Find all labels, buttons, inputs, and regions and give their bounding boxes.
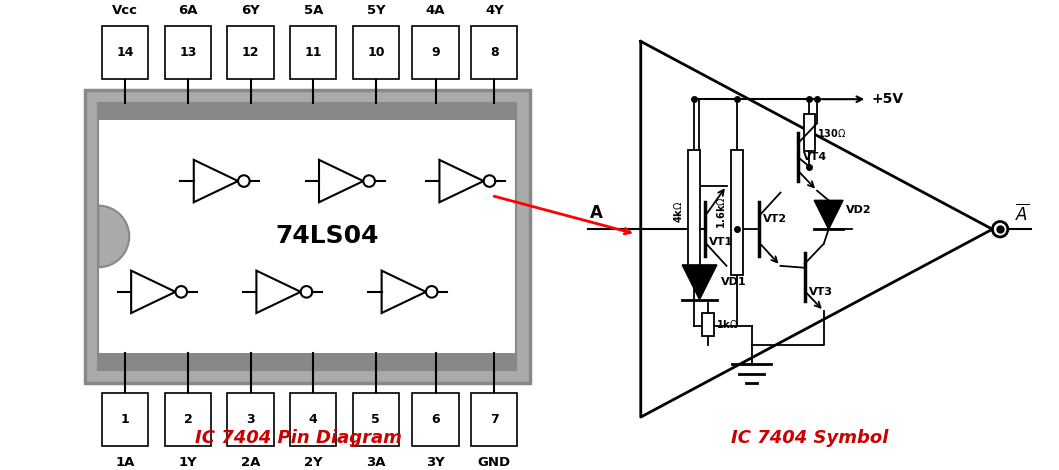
Bar: [103, 26, 148, 79]
Text: 3Y: 3Y: [426, 455, 445, 469]
Text: VT1: VT1: [710, 237, 733, 247]
Bar: [165, 26, 211, 79]
Text: GND: GND: [478, 455, 510, 469]
Text: 3: 3: [247, 414, 255, 426]
Text: 130$\Omega$: 130$\Omega$: [818, 127, 846, 139]
Bar: [353, 26, 399, 79]
Bar: [98, 103, 517, 370]
Text: 1.6k$\Omega$: 1.6k$\Omega$: [716, 196, 728, 229]
Text: 6: 6: [431, 414, 439, 426]
Bar: [804, 114, 815, 151]
Bar: [471, 393, 518, 446]
Bar: [98, 352, 517, 370]
Text: 13: 13: [179, 47, 197, 59]
Polygon shape: [682, 265, 717, 299]
Text: VD1: VD1: [721, 277, 747, 287]
Text: 14: 14: [116, 47, 134, 59]
Text: 5A: 5A: [304, 4, 323, 17]
Bar: [471, 26, 518, 79]
Text: IC 7404 Pin Diagram: IC 7404 Pin Diagram: [195, 429, 402, 447]
Text: 6Y: 6Y: [241, 4, 261, 17]
Text: 3A: 3A: [366, 455, 385, 469]
Bar: [165, 393, 211, 446]
Text: 5Y: 5Y: [366, 4, 385, 17]
Text: 2A: 2A: [241, 455, 261, 469]
Text: 10: 10: [367, 47, 384, 59]
Bar: [290, 26, 337, 79]
Bar: [412, 393, 459, 446]
Text: 6A: 6A: [178, 4, 198, 17]
Bar: [688, 150, 700, 274]
Text: 1k$\Omega$: 1k$\Omega$: [716, 318, 738, 330]
Text: Vcc: Vcc: [112, 4, 139, 17]
Bar: [228, 26, 273, 79]
Text: 4Y: 4Y: [485, 4, 504, 17]
Text: 4k$\Omega$: 4k$\Omega$: [672, 201, 684, 223]
Text: IC 7404 Symbol: IC 7404 Symbol: [731, 429, 889, 447]
Text: VT3: VT3: [809, 287, 833, 297]
Text: $\overline{A}$: $\overline{A}$: [1015, 204, 1029, 224]
Text: 4A: 4A: [426, 4, 446, 17]
Text: 8: 8: [490, 47, 499, 59]
Text: VD2: VD2: [846, 205, 872, 215]
Text: 12: 12: [241, 47, 259, 59]
Bar: [85, 90, 530, 384]
Bar: [702, 313, 714, 336]
Text: 4: 4: [309, 414, 318, 426]
Polygon shape: [814, 200, 843, 229]
Bar: [98, 103, 517, 120]
Text: 1: 1: [121, 414, 130, 426]
Bar: [412, 26, 459, 79]
Bar: [103, 393, 148, 446]
Bar: [228, 393, 273, 446]
Bar: [353, 393, 399, 446]
Wedge shape: [98, 205, 129, 267]
Text: VT2: VT2: [764, 214, 787, 224]
Text: +5V: +5V: [872, 92, 904, 106]
Text: 1A: 1A: [115, 455, 136, 469]
Text: 1Y: 1Y: [179, 455, 197, 469]
Text: 5: 5: [372, 414, 380, 426]
Text: 11: 11: [305, 47, 322, 59]
Text: 9: 9: [431, 47, 439, 59]
Text: A: A: [590, 204, 603, 221]
Text: 74LS04: 74LS04: [275, 225, 378, 249]
Text: VT4: VT4: [803, 152, 827, 162]
Text: 2Y: 2Y: [304, 455, 323, 469]
Text: 7: 7: [490, 414, 499, 426]
Text: 2: 2: [183, 414, 193, 426]
Bar: [290, 393, 337, 446]
Bar: [732, 150, 742, 274]
